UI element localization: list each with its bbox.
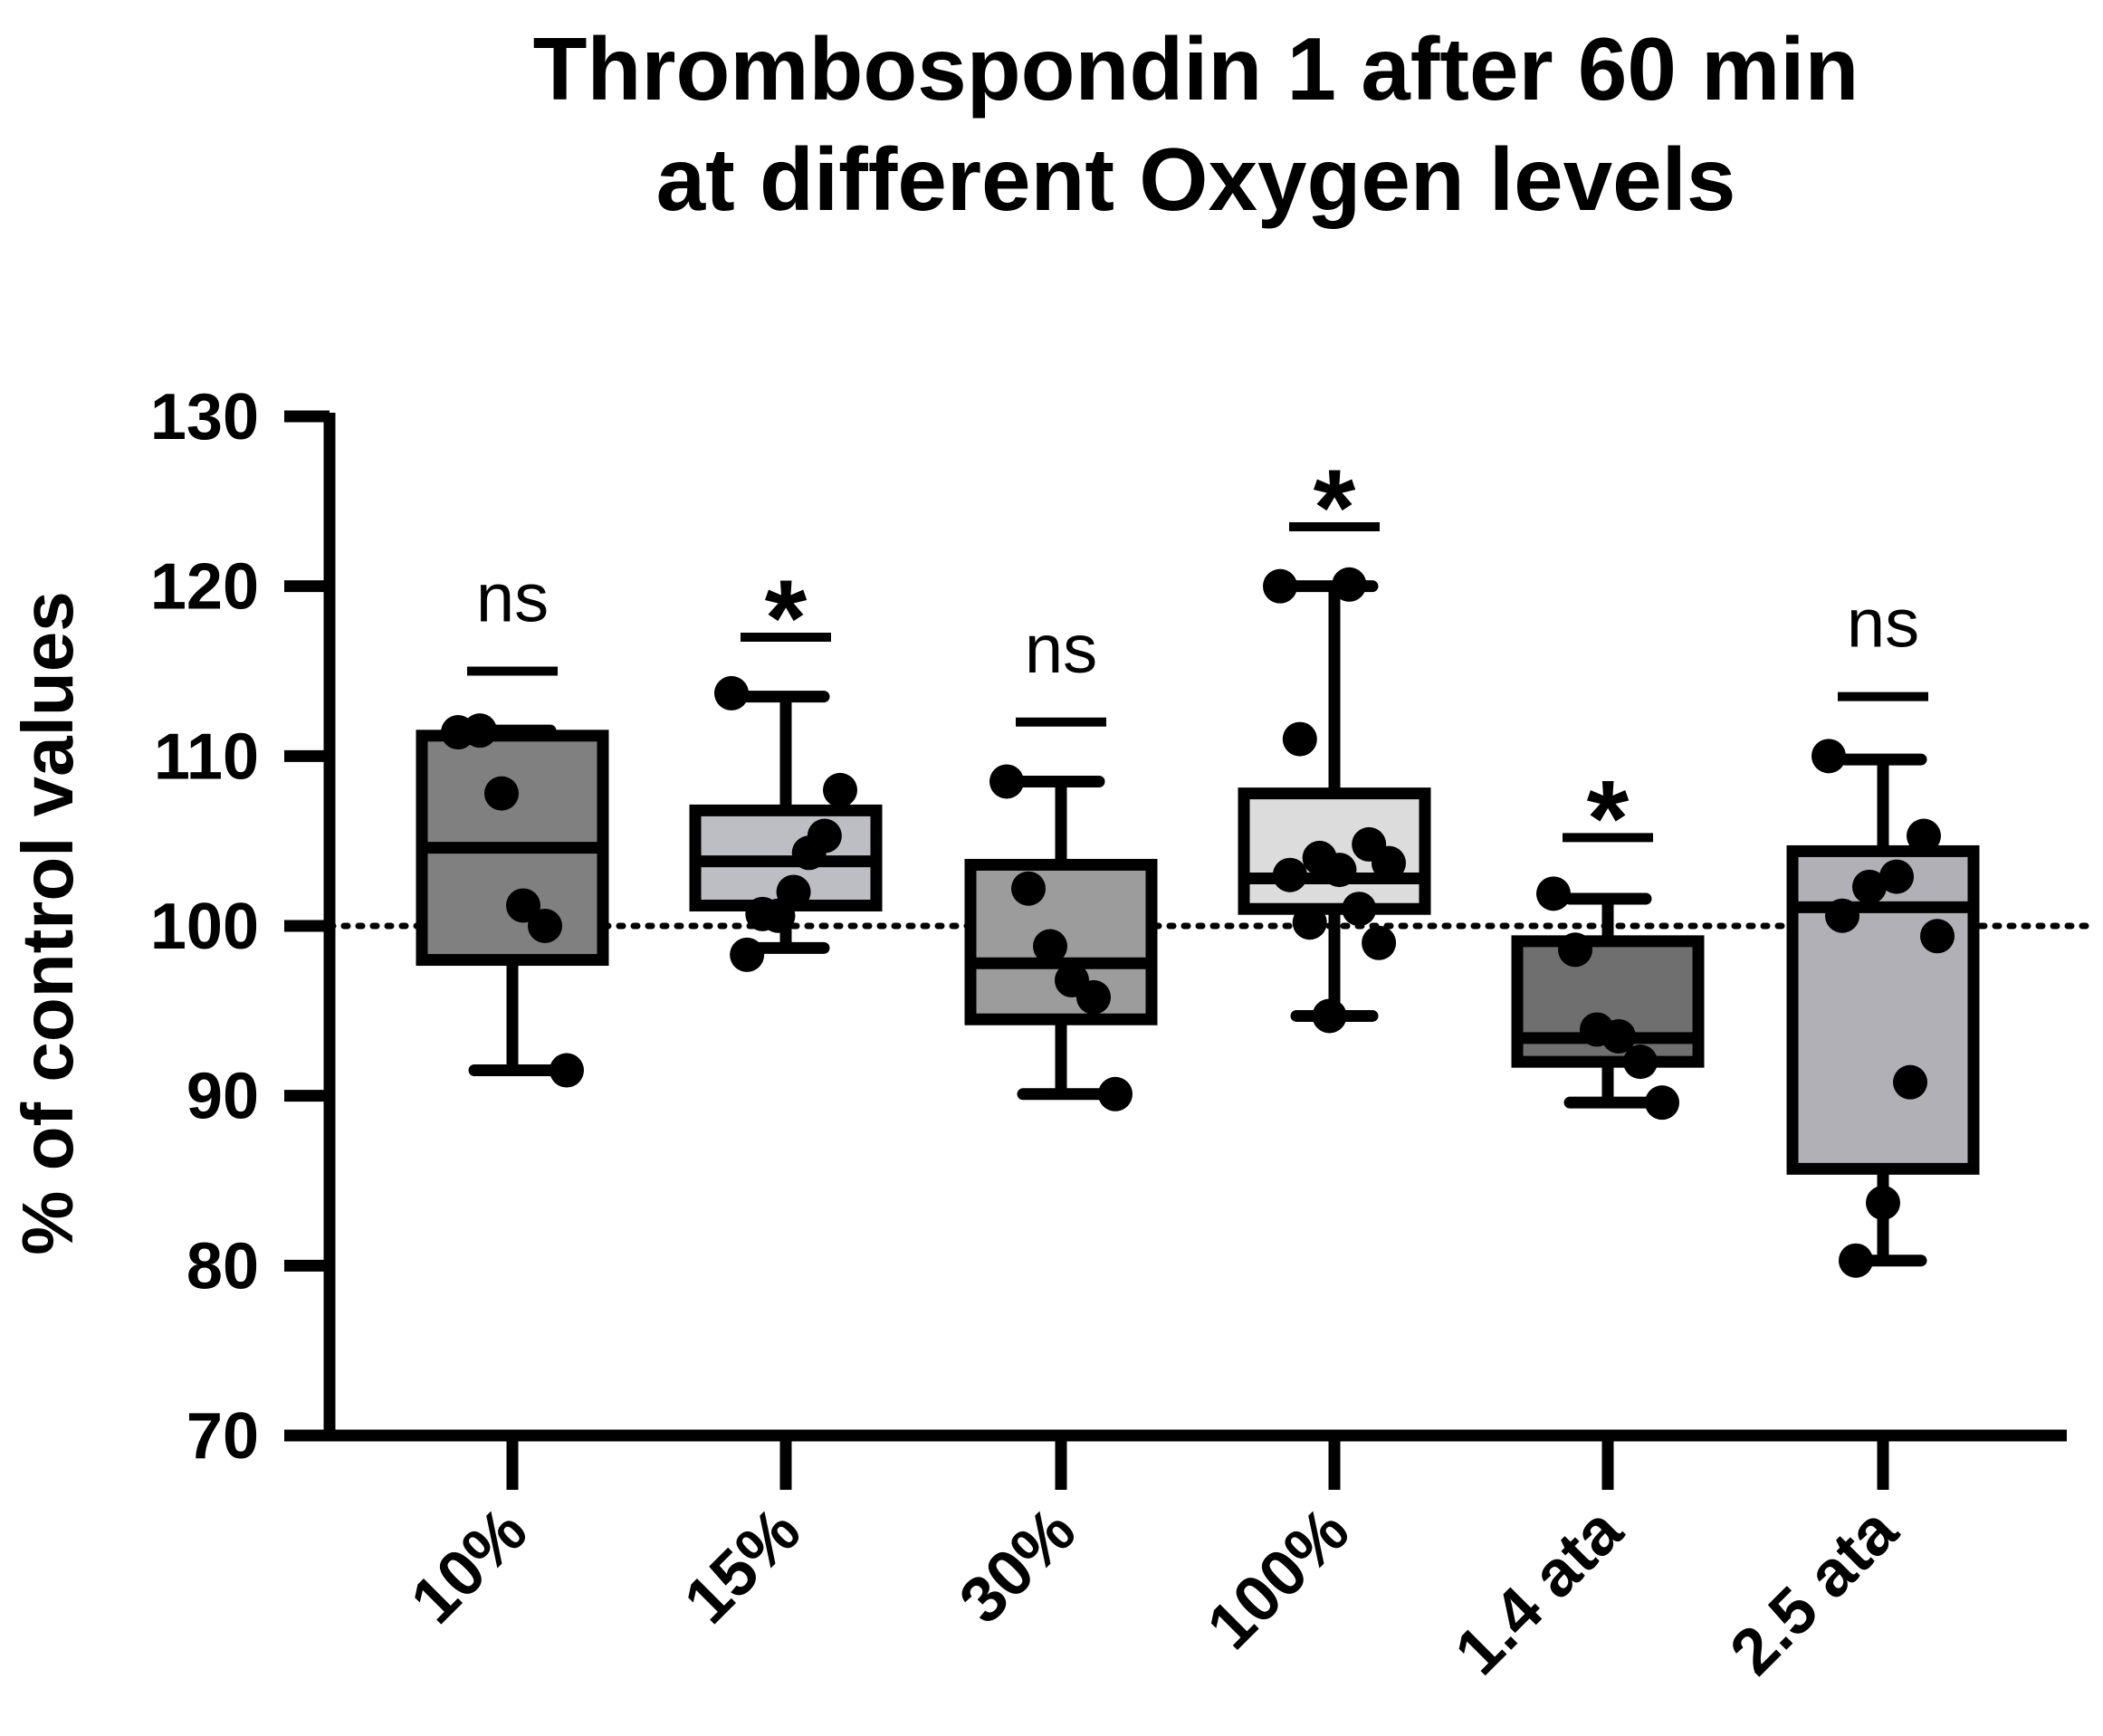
- data-point-3-7: [1272, 857, 1307, 892]
- data-point-0-5: [550, 1053, 584, 1088]
- y-tick-label-90: 90: [186, 1061, 259, 1133]
- box-group-2: [964, 764, 1158, 1111]
- box-group-1: [689, 675, 883, 972]
- axes: 70 80 90 100 110 120 130 10% 15% 30% 100% 1.4 ata 2.…: [150, 381, 2067, 1689]
- data-point-2-4: [1076, 979, 1111, 1015]
- data-point-1-3: [791, 835, 827, 871]
- y-tick-label-110: 110: [154, 720, 259, 793]
- data-point-3-10: [1362, 925, 1397, 960]
- x-tick-label-0: 10%: [397, 1494, 540, 1637]
- y-tick-label-120: 120: [150, 551, 259, 624]
- data-point-4-1: [1558, 932, 1592, 968]
- box-group-5: [1786, 739, 1980, 1278]
- data-point-3-2: [1282, 721, 1317, 757]
- data-point-1-7: [730, 937, 765, 972]
- data-point-5-4: [1825, 898, 1859, 933]
- data-point-5-1: [1907, 818, 1941, 854]
- data-point-0-1: [463, 713, 497, 749]
- data-point-5-2: [1879, 859, 1914, 894]
- data-point-5-6: [1893, 1064, 1927, 1100]
- significance-label-4: *: [1587, 758, 1630, 879]
- y-tick-label-130: 130: [150, 381, 259, 453]
- data-point-2-1: [1011, 871, 1046, 906]
- y-tick-label-100: 100: [150, 891, 259, 963]
- data-point-4-3: [1601, 1018, 1636, 1054]
- data-point-1-0: [714, 675, 749, 711]
- x-tick-label-5: 2.5 ata: [1716, 1493, 1912, 1689]
- data-point-3-9: [1292, 905, 1327, 940]
- x-tick-label-4: 1.4 ata: [1441, 1493, 1637, 1689]
- data-point-3-6: [1322, 853, 1357, 888]
- data-point-2-5: [1098, 1076, 1133, 1111]
- chart-title-line-2: at different Oxygen levels: [656, 129, 1736, 229]
- significance-label-0: ns: [476, 560, 549, 637]
- box-group-0: [416, 713, 609, 1088]
- chart-title-line-1: Thrombospondin 1 after 60 min: [533, 19, 1859, 119]
- data-point-0-2: [484, 776, 519, 811]
- y-tick-label-80: 80: [186, 1230, 259, 1302]
- y-tick-label-70: 70: [186, 1400, 259, 1473]
- significance-markers: ns * ns * * ns: [467, 447, 1928, 879]
- data-point-5-8: [1839, 1243, 1873, 1278]
- x-tick-label-2: 30%: [946, 1494, 1089, 1637]
- box-group-4: [1511, 876, 1705, 1121]
- x-tick-label-3: 100%: [1194, 1494, 1363, 1664]
- significance-label-1: *: [765, 558, 808, 679]
- data-point-3-0: [1263, 568, 1297, 604]
- significance-label-3: *: [1314, 447, 1356, 568]
- box-5: [1786, 844, 1980, 1175]
- data-point-5-3: [1852, 869, 1887, 904]
- data-point-2-0: [989, 764, 1024, 799]
- x-tick-label-1: 15%: [671, 1494, 814, 1637]
- data-point-0-3: [506, 888, 540, 923]
- data-point-4-4: [1623, 1044, 1658, 1080]
- data-point-3-1: [1332, 567, 1367, 602]
- data-point-1-6: [745, 896, 780, 931]
- data-point-2-2: [1033, 929, 1067, 964]
- data-point-5-0: [1811, 739, 1846, 774]
- data-point-4-0: [1536, 876, 1571, 911]
- y-axis-title: % of control values: [7, 591, 88, 1254]
- data-point-4-5: [1645, 1085, 1679, 1121]
- data-point-0-4: [528, 909, 562, 943]
- data-point-3-8: [1342, 892, 1377, 927]
- significance-label-5: ns: [1847, 586, 1919, 663]
- box-group-3: [1238, 567, 1431, 1034]
- data-point-3-11: [1312, 998, 1347, 1034]
- data-point-5-7: [1866, 1185, 1900, 1220]
- data-point-5-5: [1920, 919, 1955, 954]
- data-point-1-1: [823, 772, 857, 807]
- data-point-3-5: [1372, 845, 1406, 881]
- box-groups: [416, 567, 1980, 1278]
- chart-title: Thrombospondin 1 after 60 min at differe…: [533, 19, 1859, 229]
- significance-label-2: ns: [1025, 611, 1097, 688]
